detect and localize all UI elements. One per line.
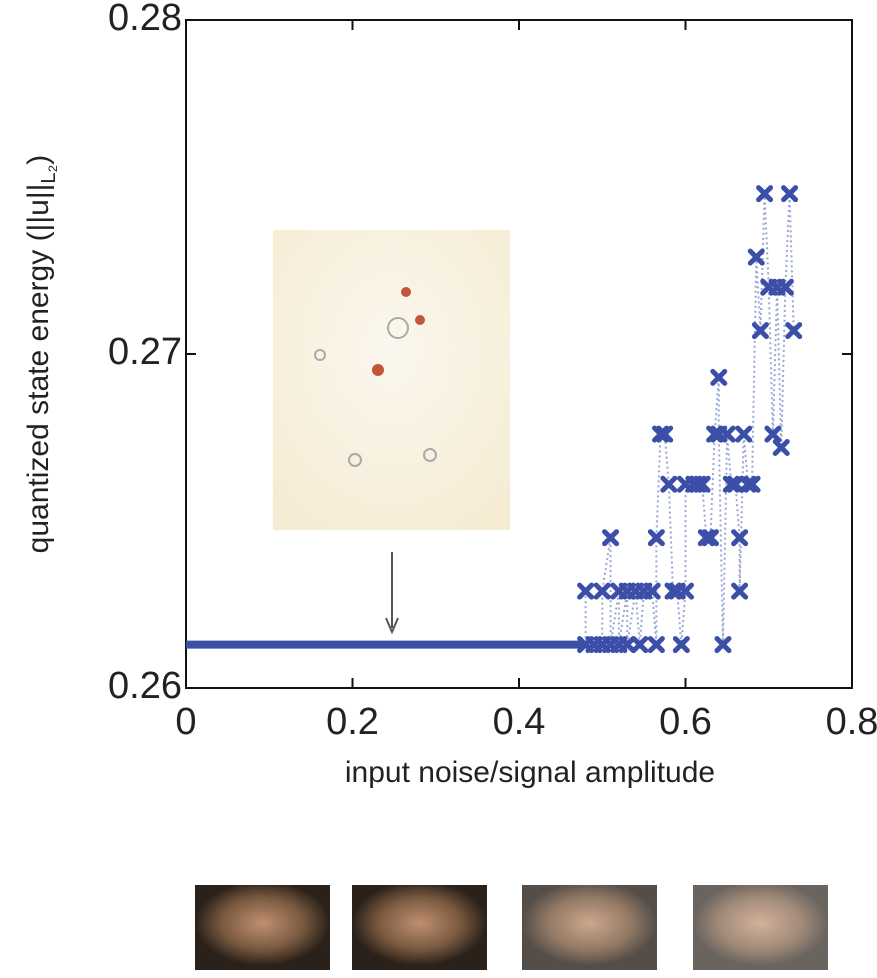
marker (756, 185, 774, 203)
x-tick-label: 0 (175, 701, 196, 743)
marker (776, 278, 794, 296)
x-tick-label: 0.4 (493, 701, 546, 743)
marker (677, 582, 694, 600)
marker (643, 582, 661, 600)
y-label-main: quantized state energy (||u|| (22, 184, 55, 554)
x-tick-label: 0.8 (826, 701, 877, 743)
marker (631, 636, 649, 654)
y-axis-label: quantized state energy (||u||L₂) (22, 155, 60, 554)
marker (602, 529, 620, 547)
marker (664, 582, 682, 600)
marker (743, 475, 761, 493)
marker (593, 582, 611, 600)
marker (697, 529, 715, 547)
marker (714, 636, 732, 654)
marker (647, 529, 665, 547)
marker (751, 322, 769, 340)
marker (660, 475, 678, 493)
y-label-end: ) (22, 155, 55, 165)
x-tick-label: 0.2 (326, 701, 379, 743)
y-tick-label: 0.28 (108, 0, 182, 39)
marker (764, 425, 782, 443)
marker (618, 636, 636, 654)
marker (647, 636, 665, 654)
marker (706, 425, 724, 443)
y-tick-label: 0.27 (108, 331, 182, 373)
marker (652, 425, 670, 443)
marker (781, 185, 799, 203)
marker (735, 425, 753, 443)
marker (656, 425, 674, 443)
marker (785, 322, 803, 340)
marker (739, 475, 757, 493)
inset-graph (273, 230, 510, 530)
arrow-head (385, 617, 399, 635)
marker (701, 529, 719, 547)
marker (689, 475, 707, 493)
marker (672, 636, 690, 654)
x-tick-label: 0.6 (659, 701, 712, 743)
marker (718, 425, 736, 443)
y-label-sub: L₂ (38, 165, 60, 184)
marker (710, 368, 728, 386)
x-axis-label: input noise/signal amplitude (345, 756, 715, 789)
marker (747, 248, 765, 266)
marker (726, 475, 744, 493)
marker (577, 582, 595, 600)
y-tick-label: 0.26 (108, 665, 182, 707)
marker (731, 582, 749, 600)
marker (722, 475, 740, 493)
marker (693, 475, 711, 493)
face-strip (195, 885, 828, 970)
marker (731, 529, 749, 547)
marker (772, 439, 790, 457)
